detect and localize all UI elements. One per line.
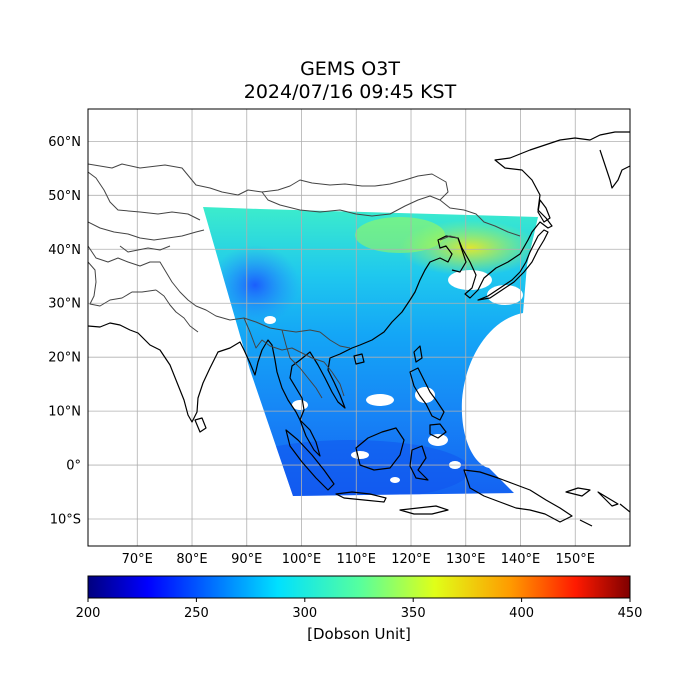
- map-frame: [87, 108, 631, 547]
- colorbar-tick-label: 200: [76, 606, 101, 621]
- lat-tick-label: 30°N: [48, 297, 81, 312]
- colorbar: [87, 575, 631, 599]
- map-gridlines: [88, 109, 630, 546]
- colorbar-ticks: 200 250 300 350 400 450: [76, 598, 643, 621]
- lat-tick-label: 10°N: [48, 405, 81, 420]
- lon-tick-label: 150°E: [555, 552, 595, 567]
- colorbar-tick-label: 350: [401, 606, 426, 621]
- lon-tick-label: 130°E: [446, 552, 486, 567]
- lat-tick-label: 50°N: [48, 189, 81, 204]
- colorbar-tick-label: 300: [292, 606, 317, 621]
- map-title: GEMS O3T: [300, 58, 400, 80]
- colorbar-tick-label: 250: [184, 606, 209, 621]
- lat-tick-label: 40°N: [48, 243, 81, 258]
- colorbar-tick-label: 400: [509, 606, 534, 621]
- colorbar-tick-label: 450: [618, 606, 643, 621]
- coastlines: [88, 131, 630, 527]
- colorbar-label: [Dobson Unit]: [307, 625, 411, 643]
- lon-tick-label: 110°E: [336, 552, 376, 567]
- map-axis-labels: 60°N 50°N 40°N 30°N 20°N 10°N 0° 10°S 70°E 80°E 90…: [48, 135, 595, 567]
- lat-tick-label: 10°S: [50, 513, 81, 528]
- map-subtitle: 2024/07/16 09:45 KST: [243, 81, 457, 103]
- lon-tick-label: 100°E: [282, 552, 322, 567]
- lat-tick-label: 20°N: [48, 351, 81, 366]
- lon-tick-label: 70°E: [122, 552, 153, 567]
- lat-tick-label: 60°N: [48, 135, 81, 150]
- country-borders: [88, 163, 521, 399]
- lon-tick-label: 140°E: [501, 552, 541, 567]
- lon-tick-label: 120°E: [391, 552, 431, 567]
- lat-tick-label: 0°: [66, 459, 81, 474]
- lon-tick-label: 90°E: [231, 552, 262, 567]
- lon-tick-label: 80°E: [176, 552, 207, 567]
